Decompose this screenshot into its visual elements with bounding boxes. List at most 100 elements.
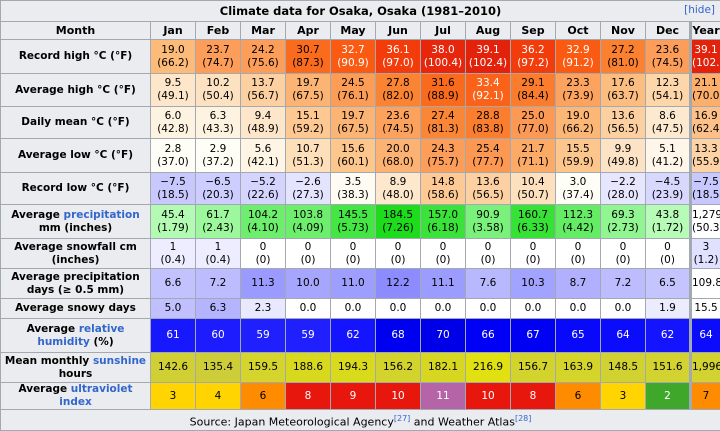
ref-27-link[interactable]: [27] (394, 414, 410, 423)
data-cell: 9 (331, 383, 376, 410)
cell-imperial-value: (43.3) (196, 123, 240, 136)
cell-value: 1 (196, 241, 240, 254)
cell-imperial-value: (56.5) (601, 123, 645, 136)
cell-imperial-value: (0) (466, 254, 510, 267)
cell-value: 6.0 (151, 110, 195, 123)
data-cell: 39.1(102.4) (466, 40, 511, 74)
cell-imperial-value: (0) (331, 254, 375, 267)
table-row: Record high °C (°F)19.0(66.2)23.7(74.7)2… (1, 40, 720, 74)
cell-imperial-value: (0) (286, 254, 330, 267)
cell-value: 6.3 (196, 110, 240, 123)
cell-value: 163.9 (556, 361, 600, 374)
data-cell: 2 (646, 383, 691, 410)
source-text-middle: and Weather Atlas (410, 415, 515, 428)
cell-value: 36.1 (376, 44, 420, 57)
data-cell: 5.1(41.2) (646, 139, 691, 173)
cell-imperial-value: (77.7) (466, 156, 510, 169)
data-cell: −2.2(28.0) (601, 173, 646, 205)
data-cell: 0.0 (376, 299, 421, 319)
hide-link[interactable]: [hide] (684, 4, 715, 17)
cell-imperial-value: (0) (376, 254, 420, 267)
cell-value: 0.0 (556, 302, 600, 315)
data-cell: 66 (466, 319, 511, 353)
data-cell: 23.6(74.5) (646, 40, 691, 74)
cell-value: 21.7 (511, 143, 555, 156)
cell-imperial-value: (1.72) (646, 222, 689, 235)
cell-imperial-value: (87.3) (286, 57, 330, 70)
cell-imperial-value: (56.7) (241, 90, 285, 103)
month-header-aug: Aug (466, 22, 511, 40)
data-cell: 6.3 (196, 299, 241, 319)
cell-value: 68 (376, 329, 420, 342)
cell-value: 103.8 (286, 209, 330, 222)
row-header: Average precipitation days (≥ 0.5 mm) (1, 269, 151, 299)
data-cell: 62 (331, 319, 376, 353)
ref-28-link[interactable]: [28] (515, 414, 531, 423)
cell-value: 109.8 (692, 277, 720, 290)
data-cell: 148.5 (601, 353, 646, 383)
cell-value: 23.6 (646, 44, 689, 57)
data-cell: 3.0(37.4) (556, 173, 601, 205)
data-cell: 6.3(43.3) (196, 107, 241, 139)
data-cell: 8 (286, 383, 331, 410)
data-cell: 1,996.4 (691, 353, 720, 383)
data-cell: 10.2(50.4) (196, 74, 241, 107)
row-header-link[interactable]: ultraviolet index (59, 383, 132, 408)
data-cell: 12.2 (376, 269, 421, 299)
cell-value: 23.3 (556, 77, 600, 90)
data-cell: 3.5(38.3) (331, 173, 376, 205)
data-cell: 59 (286, 319, 331, 353)
cell-value: 66 (466, 329, 510, 342)
row-header-link[interactable]: precipitation (64, 209, 140, 221)
data-cell: 10.3 (511, 269, 556, 299)
data-cell: 19.0(66.2) (556, 107, 601, 139)
cell-value: 1,996.4 (692, 361, 720, 374)
cell-value: −2.6 (286, 176, 330, 189)
data-cell: −7.5(18.5) (151, 173, 196, 205)
data-cell: 8.6(47.5) (646, 107, 691, 139)
data-cell: 2.3 (241, 299, 286, 319)
cell-value: 0 (331, 241, 375, 254)
cell-imperial-value: (5.73) (331, 222, 375, 235)
cell-value: 60 (196, 329, 240, 342)
cell-imperial-value: (18.5) (692, 189, 720, 202)
data-cell: 24.3(75.7) (421, 139, 466, 173)
cell-value: 159.5 (241, 361, 285, 374)
data-cell: 25.4(77.7) (466, 139, 511, 173)
cell-imperial-value: (37.2) (196, 156, 240, 169)
data-cell: 36.2(97.2) (511, 40, 556, 74)
cell-value: 17.6 (601, 77, 645, 90)
cell-value: 0 (286, 241, 330, 254)
data-cell: 2.8(37.0) (151, 139, 196, 173)
cell-value: 1,279 (692, 209, 720, 222)
data-cell: 23.3(73.9) (556, 74, 601, 107)
cell-value: 11.3 (241, 277, 285, 290)
cell-value: 2.8 (151, 143, 195, 156)
cell-value: 156.2 (376, 361, 420, 374)
cell-imperial-value: (63.7) (601, 90, 645, 103)
cell-value: 64 (601, 329, 645, 342)
data-cell: 104.2(4.10) (241, 205, 286, 239)
data-cell: −2.6(27.3) (286, 173, 331, 205)
data-cell: 15.5(59.9) (556, 139, 601, 173)
cell-imperial-value: (90.9) (331, 57, 375, 70)
data-cell: 7.2 (601, 269, 646, 299)
data-cell: 151.6 (646, 353, 691, 383)
cell-value: 8.9 (376, 176, 420, 189)
data-cell: 142.6 (151, 353, 196, 383)
cell-value: 70 (421, 329, 465, 342)
row-header: Record high °C (°F) (1, 40, 151, 74)
data-cell: 13.3(55.9) (691, 139, 720, 173)
cell-value: 67 (511, 329, 555, 342)
month-header-feb: Feb (196, 22, 241, 40)
cell-value: 24.2 (241, 44, 285, 57)
cell-imperial-value: (3.58) (466, 222, 510, 235)
data-cell: 10.0 (286, 269, 331, 299)
cell-value: 0.0 (511, 302, 555, 315)
data-cell: 0(0) (331, 239, 376, 269)
data-cell: 156.7 (511, 353, 556, 383)
row-header-link[interactable]: sunshine (93, 355, 146, 367)
data-cell: 32.7(90.9) (331, 40, 376, 74)
table-row: Average low °C (°F)2.8(37.0)2.9(37.2)5.6… (1, 139, 720, 173)
data-cell: 0.0 (466, 299, 511, 319)
